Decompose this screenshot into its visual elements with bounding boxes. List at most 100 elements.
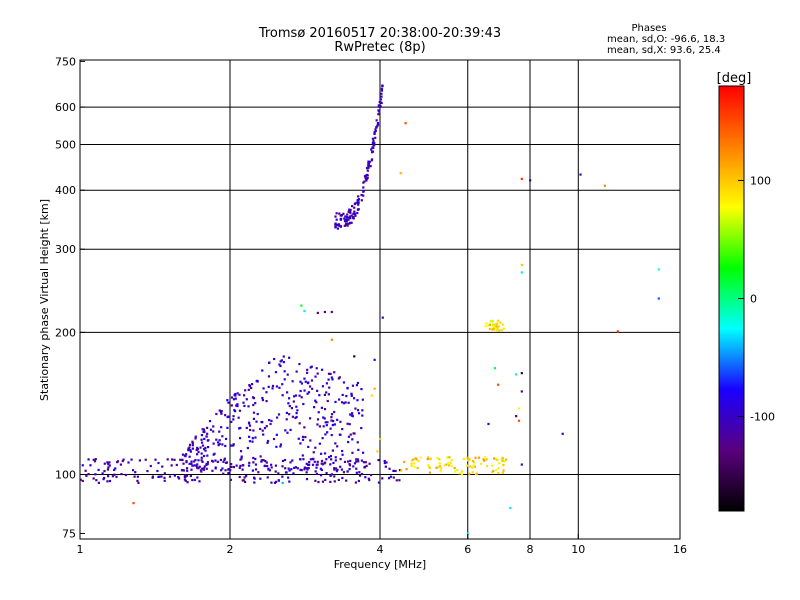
data-point bbox=[561, 432, 564, 435]
data-point bbox=[257, 471, 260, 474]
data-point bbox=[202, 448, 206, 451]
data-point bbox=[356, 208, 360, 211]
data-point bbox=[193, 460, 196, 463]
data-point bbox=[358, 474, 362, 477]
data-point bbox=[498, 462, 501, 465]
data-point bbox=[254, 402, 257, 405]
data-point bbox=[484, 456, 487, 459]
data-point bbox=[196, 446, 199, 449]
data-point bbox=[206, 439, 209, 442]
data-point bbox=[331, 449, 334, 452]
data-point bbox=[357, 195, 360, 198]
data-point bbox=[405, 468, 408, 471]
data-point bbox=[265, 425, 268, 428]
data-point bbox=[179, 458, 182, 461]
data-point bbox=[335, 470, 338, 473]
data-point bbox=[292, 472, 295, 475]
data-point bbox=[247, 464, 251, 467]
data-point bbox=[334, 442, 337, 445]
data-point bbox=[363, 175, 367, 178]
data-point bbox=[237, 416, 240, 419]
data-point bbox=[492, 326, 495, 330]
data-point bbox=[329, 480, 332, 484]
data-point bbox=[245, 475, 248, 478]
data-point bbox=[234, 394, 237, 397]
data-point bbox=[235, 464, 238, 467]
data-point bbox=[330, 376, 333, 379]
data-point bbox=[230, 462, 233, 466]
data-point bbox=[298, 362, 301, 366]
data-point bbox=[279, 360, 282, 363]
data-point bbox=[220, 426, 223, 429]
data-point bbox=[333, 467, 336, 470]
data-point bbox=[357, 479, 360, 483]
y-tick-label: 100 bbox=[55, 468, 76, 481]
data-point bbox=[200, 452, 203, 455]
data-point bbox=[333, 371, 336, 374]
data-point bbox=[360, 426, 363, 430]
data-point bbox=[339, 458, 342, 461]
data-point bbox=[230, 465, 233, 469]
data-point bbox=[119, 463, 123, 466]
data-point bbox=[426, 463, 430, 467]
data-point bbox=[219, 458, 223, 462]
data-point bbox=[375, 126, 378, 129]
data-point bbox=[233, 410, 237, 413]
data-point bbox=[300, 382, 304, 385]
data-point bbox=[349, 433, 352, 436]
data-point bbox=[374, 129, 377, 133]
x-tick-label: 8 bbox=[527, 543, 534, 556]
data-point bbox=[348, 462, 351, 466]
data-point bbox=[346, 224, 349, 227]
data-point bbox=[134, 471, 137, 474]
data-point bbox=[324, 433, 327, 436]
data-point bbox=[334, 225, 337, 228]
data-point bbox=[261, 429, 264, 432]
data-point bbox=[290, 407, 293, 410]
data-point bbox=[346, 386, 349, 390]
data-point bbox=[446, 456, 449, 459]
data-point bbox=[364, 476, 367, 479]
data-point bbox=[520, 177, 523, 180]
data-point bbox=[294, 394, 298, 397]
data-point bbox=[283, 378, 286, 381]
data-point bbox=[229, 469, 232, 472]
data-point bbox=[327, 393, 330, 396]
data-point bbox=[317, 480, 320, 484]
data-point bbox=[465, 464, 469, 467]
data-point bbox=[199, 446, 202, 449]
y-axis-label: Stationary phase Virtual Height [km] bbox=[38, 199, 51, 401]
data-point bbox=[308, 463, 311, 466]
data-point bbox=[426, 457, 429, 461]
data-point bbox=[368, 462, 371, 465]
data-point bbox=[124, 473, 127, 477]
data-point bbox=[197, 467, 200, 470]
data-point bbox=[227, 471, 230, 475]
data-point bbox=[308, 385, 312, 388]
data-point bbox=[355, 384, 359, 387]
data-point bbox=[238, 427, 241, 430]
data-point bbox=[352, 215, 355, 219]
data-point bbox=[355, 460, 358, 463]
data-point bbox=[496, 322, 499, 325]
data-point bbox=[252, 429, 255, 432]
y-tick-label: 400 bbox=[55, 184, 76, 197]
data-point bbox=[501, 471, 504, 474]
data-point bbox=[108, 461, 111, 464]
data-point bbox=[312, 451, 315, 454]
data-point bbox=[338, 224, 341, 227]
data-point bbox=[316, 372, 319, 375]
data-point bbox=[243, 480, 247, 484]
data-point bbox=[173, 458, 176, 461]
data-point bbox=[296, 409, 299, 412]
data-point bbox=[503, 460, 507, 463]
data-point bbox=[189, 474, 192, 478]
data-point bbox=[305, 467, 308, 470]
data-point bbox=[170, 464, 173, 467]
data-point bbox=[106, 480, 109, 483]
data-point bbox=[394, 469, 397, 473]
data-point bbox=[475, 472, 479, 475]
data-point bbox=[340, 213, 344, 217]
data-point bbox=[376, 122, 380, 125]
data-point bbox=[351, 414, 354, 417]
